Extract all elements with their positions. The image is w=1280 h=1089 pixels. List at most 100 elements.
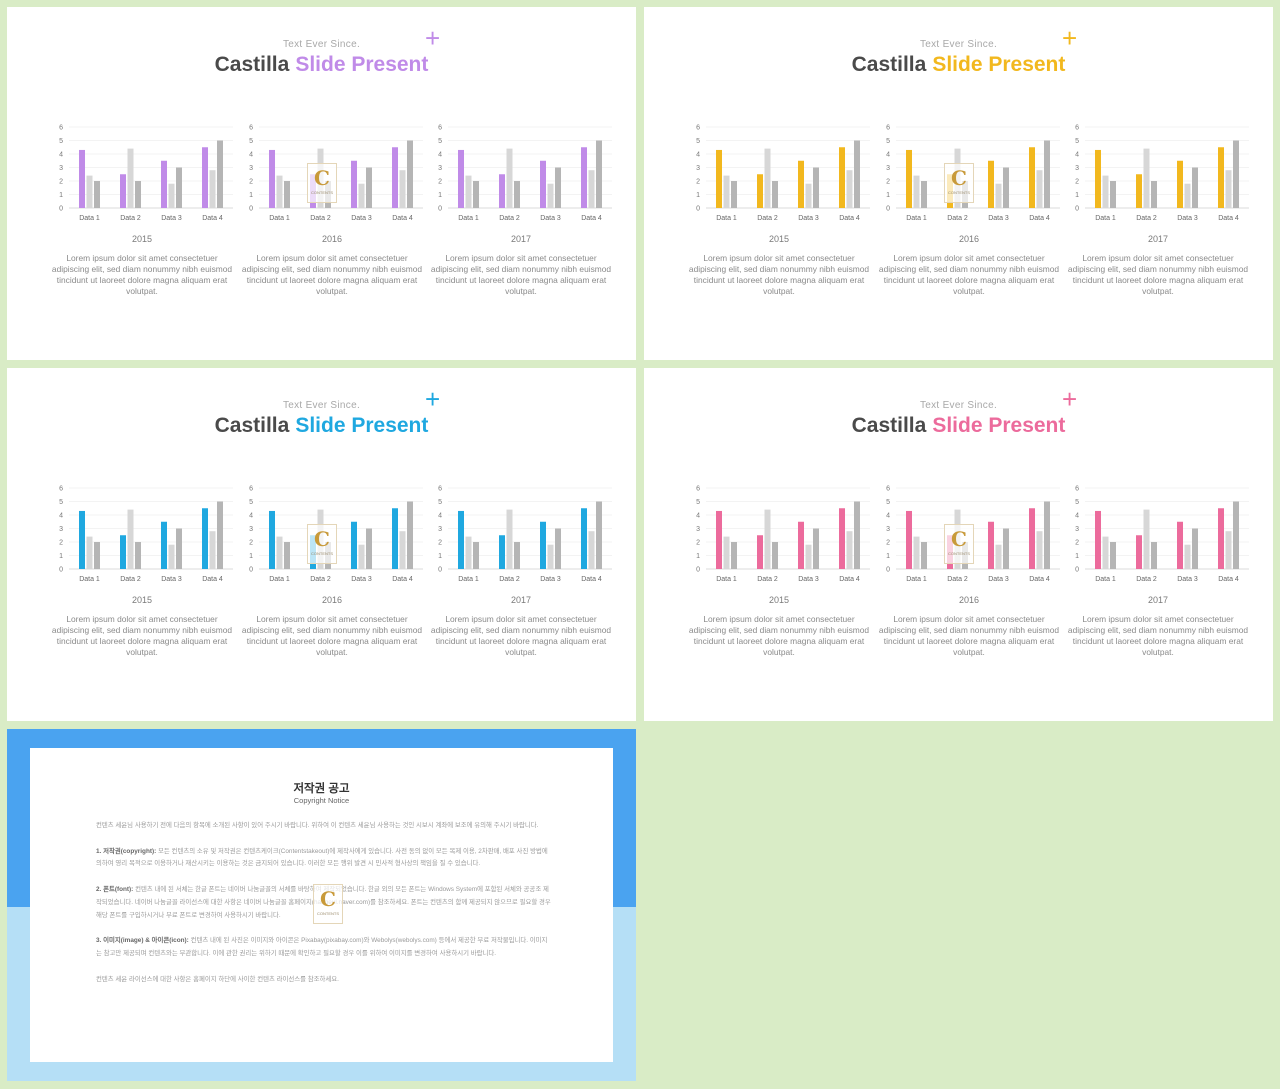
x-tick-label: Data 4 (1029, 576, 1050, 583)
bar (465, 175, 472, 208)
y-tick-label: 3 (696, 526, 700, 533)
slide-title-accent: Slide Present (295, 414, 429, 437)
y-tick-label: 2 (696, 540, 700, 547)
chart-description: Lorem ipsum dolor sit amet consectetuer … (878, 614, 1060, 657)
bar (1102, 175, 1109, 208)
slide-title: Castilla Slide Present (644, 53, 1273, 77)
y-tick-label: 2 (1075, 179, 1079, 186)
x-tick-label: Data 3 (540, 576, 561, 583)
notice-section-body: 모든 컨텐츠의 소유 및 저작권은 컨텐츠케이크(Contentstakeout… (96, 847, 548, 868)
bar (540, 160, 546, 208)
watermark-logo: C CONTENTS (307, 163, 337, 203)
y-tick-label: 4 (696, 152, 700, 159)
chart-description: Lorem ipsum dolor sit amet consectetuer … (878, 253, 1060, 296)
bar (596, 501, 602, 569)
x-tick-label: Data 1 (716, 576, 737, 583)
bar (798, 160, 804, 208)
y-tick-label: 4 (249, 513, 253, 520)
y-tick-label: 5 (886, 138, 890, 145)
bar (772, 181, 778, 208)
bar (581, 508, 587, 569)
bar-chart: 0 1 2 3 4 5 6 Data 1 Data 2 Data 3 Data 4 (684, 119, 874, 229)
y-tick-label: 2 (1075, 540, 1079, 547)
y-tick-label: 1 (886, 192, 890, 199)
bar (1036, 531, 1043, 569)
bar (176, 528, 182, 569)
notice-card: 저작권 공고 Copyright Notice 컨텐츠 세윤님 사용하기 전에 … (30, 748, 613, 1062)
x-tick-label: Data 3 (988, 576, 1009, 583)
bar (94, 181, 100, 208)
bar (839, 147, 845, 208)
bar (716, 149, 722, 208)
y-tick-label: 1 (249, 553, 253, 560)
bar-chart: 0 1 2 3 4 5 6 Data 1 Data 2 Data 3 Data 4 (426, 480, 616, 590)
bar (1003, 528, 1009, 569)
y-tick-label: 6 (1075, 486, 1079, 493)
plus-icon: + (425, 384, 441, 414)
chart-year: 2017 (1147, 595, 1169, 605)
y-tick-label: 3 (59, 526, 63, 533)
slide-title: Castilla Slide Present (7, 53, 636, 77)
y-tick-label: 5 (438, 499, 442, 506)
bar (358, 183, 365, 208)
chart-year: 2015 (131, 595, 153, 605)
bar (988, 160, 994, 208)
bar (1136, 535, 1142, 569)
bar (1177, 521, 1183, 569)
bar (723, 175, 730, 208)
y-tick-label: 5 (696, 138, 700, 145)
bar-chart: 0 1 2 3 4 5 6 Data 1 Data 2 Data 3 Data 4 (684, 480, 874, 590)
bar (202, 508, 208, 569)
y-tick-label: 2 (886, 179, 890, 186)
y-tick-label: 1 (696, 192, 700, 199)
bar (366, 528, 372, 569)
bar (1136, 174, 1142, 208)
bar (473, 181, 479, 208)
x-tick-label: Data 4 (392, 215, 413, 222)
y-tick-label: 3 (886, 526, 890, 533)
y-tick-label: 3 (438, 165, 442, 172)
bar (1029, 508, 1035, 569)
slide-purple[interactable]: Text Ever Since. Castilla Slide Present +0 1… (7, 7, 636, 360)
x-tick-label: Data 3 (540, 215, 561, 222)
x-tick-label: Data 4 (839, 215, 860, 222)
notice-section-image: 3. 이미지(image) & 아이콘(icon): 컨텐츠 내에 된 사진은 … (96, 935, 551, 961)
y-tick-label: 0 (1075, 206, 1079, 213)
bar (276, 536, 283, 569)
chart-description: Lorem ipsum dolor sit amet consectetuer … (430, 253, 612, 296)
slide-pink[interactable]: Text Ever Since. Castilla Slide Present +0 1… (644, 368, 1273, 721)
watermark-logo: C CONTENTS (944, 163, 974, 203)
y-tick-label: 5 (1075, 138, 1079, 145)
y-tick-label: 5 (249, 499, 253, 506)
slide-blue[interactable]: Text Ever Since. Castilla Slide Present +0 1… (7, 368, 636, 721)
slide-yellow[interactable]: Text Ever Since. Castilla Slide Present +0 1… (644, 7, 1273, 360)
watermark-letter: C (951, 527, 967, 551)
y-tick-label: 5 (438, 138, 442, 145)
slide-subtitle: Text Ever Since. (282, 400, 361, 411)
slide-title-main: Castilla (851, 53, 927, 76)
y-tick-label: 5 (249, 138, 253, 145)
y-tick-label: 5 (59, 138, 63, 145)
y-tick-label: 5 (886, 499, 890, 506)
bar-chart: 0 1 2 3 4 5 6 Data 1 Data 2 Data 3 Data 4 (237, 480, 427, 590)
bar (1036, 170, 1043, 208)
y-tick-label: 1 (438, 553, 442, 560)
y-tick-label: 6 (886, 125, 890, 132)
bar (161, 521, 167, 569)
x-tick-label: Data 1 (79, 215, 100, 222)
x-tick-label: Data 3 (161, 576, 182, 583)
y-tick-label: 4 (59, 152, 63, 159)
y-tick-label: 1 (59, 192, 63, 199)
bar (1151, 542, 1157, 569)
bar (1143, 509, 1150, 569)
x-tick-label: Data 1 (716, 215, 737, 222)
x-tick-label: Data 1 (269, 215, 290, 222)
y-tick-label: 6 (886, 486, 890, 493)
copyright-notice-slide[interactable]: 저작권 공고 Copyright Notice 컨텐츠 세윤님 사용하기 전에 … (7, 729, 636, 1081)
notice-footer: 컨텐츠 세윤 라이선스에 대한 사항은 홈페이지 하단에 사이한 컨텐츠 라이선… (96, 975, 339, 983)
y-tick-label: 5 (696, 499, 700, 506)
bar (127, 509, 134, 569)
bar (995, 544, 1002, 569)
x-tick-label: Data 3 (1177, 215, 1198, 222)
bar (1102, 536, 1109, 569)
